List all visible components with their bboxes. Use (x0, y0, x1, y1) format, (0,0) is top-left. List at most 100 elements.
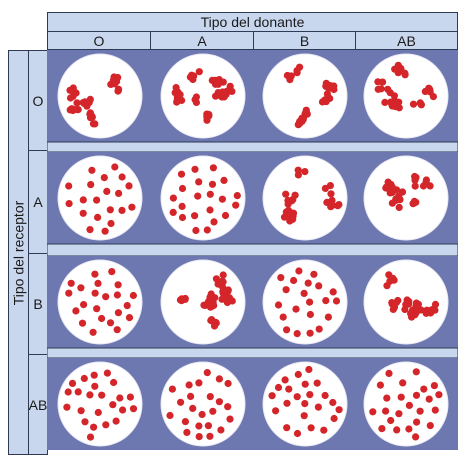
red-cell (374, 78, 382, 86)
well-ab-o (57, 361, 143, 447)
red-cell (328, 201, 336, 210)
red-cell (335, 201, 343, 209)
red-cell (291, 191, 299, 199)
red-cell (320, 426, 328, 434)
red-cell (204, 110, 212, 118)
red-cell (279, 313, 287, 321)
red-cell (412, 368, 420, 376)
row-separator (47, 243, 458, 257)
red-cell (218, 195, 226, 203)
red-cell (80, 374, 88, 383)
red-cell (295, 267, 303, 275)
red-cell (212, 318, 220, 327)
recipient-header-label: Tipo del receptor (10, 200, 27, 305)
red-cell (65, 200, 73, 208)
red-cell (306, 310, 314, 319)
red-cell (302, 106, 310, 114)
red-cell (112, 417, 120, 425)
red-cell (90, 423, 98, 431)
red-cell (73, 99, 81, 107)
recipient-row-header-ab: AB (28, 354, 48, 455)
red-cell (110, 378, 118, 387)
well-o-ab (363, 53, 449, 139)
red-cell (411, 172, 419, 181)
donor-col-label: O (93, 32, 105, 49)
red-cell (118, 206, 126, 214)
red-cell (220, 176, 228, 184)
well-b-ab (363, 259, 449, 345)
red-cell (420, 385, 428, 393)
red-cell (215, 398, 223, 406)
red-cell (169, 194, 177, 202)
red-cell (211, 76, 219, 84)
well-b-a (160, 259, 246, 345)
red-cell (284, 206, 293, 214)
red-cell (218, 277, 227, 285)
well-ab-b (262, 361, 348, 447)
red-cell (321, 184, 329, 192)
red-cell (387, 100, 396, 108)
donor-col-header-ab: AB (355, 31, 458, 50)
red-cell (94, 279, 102, 287)
red-cell (98, 314, 106, 323)
red-cell (409, 200, 417, 208)
red-cell (300, 289, 308, 297)
well-a-b (262, 155, 348, 241)
red-cell (87, 181, 95, 189)
red-cell (282, 286, 290, 294)
red-cell (374, 85, 382, 93)
red-cell (395, 203, 403, 211)
red-cell (91, 382, 99, 390)
red-cell (187, 392, 195, 400)
red-cell (106, 206, 114, 214)
red-cell (206, 432, 214, 440)
red-cell (426, 422, 434, 430)
red-cell (209, 407, 217, 415)
red-cell (329, 398, 337, 407)
well-b-o (57, 259, 143, 345)
red-cell (378, 425, 386, 433)
red-cell (283, 326, 291, 334)
red-cell (390, 303, 399, 311)
red-cell (189, 404, 197, 412)
red-cell (171, 89, 179, 97)
red-cell (114, 87, 122, 95)
red-cell (314, 403, 322, 411)
red-cell (168, 385, 176, 393)
red-cell (411, 182, 419, 190)
red-cell (324, 313, 332, 321)
well-a-ab (363, 155, 449, 241)
red-cell (129, 405, 138, 413)
recipient-row-label: O (32, 92, 44, 109)
red-cell (67, 279, 75, 287)
red-cell (119, 406, 127, 414)
red-cell (113, 326, 121, 334)
red-cell (391, 65, 399, 73)
red-cell (186, 73, 194, 81)
red-cell (306, 298, 314, 306)
red-cell (224, 379, 232, 388)
red-cell (413, 299, 421, 308)
red-cell (178, 213, 187, 222)
red-cell (228, 297, 236, 305)
red-cell (79, 196, 87, 204)
red-cell (177, 297, 186, 305)
red-cell (206, 190, 214, 198)
red-cell (310, 270, 318, 278)
red-cell (68, 379, 77, 387)
red-cell (383, 394, 391, 402)
well-o-a (160, 53, 246, 139)
donor-header: Tipo del donante (47, 12, 458, 32)
red-cell (382, 184, 390, 192)
red-cell (429, 93, 437, 101)
red-cell (65, 182, 73, 190)
recipient-row-header-a: A (28, 150, 48, 254)
red-cell (422, 176, 430, 184)
red-cell (93, 196, 101, 204)
red-cell (123, 302, 131, 310)
red-cell (322, 297, 330, 305)
red-cell (292, 305, 300, 313)
well-plate (57, 155, 143, 241)
well-plate (160, 53, 246, 139)
red-cell (307, 424, 315, 432)
